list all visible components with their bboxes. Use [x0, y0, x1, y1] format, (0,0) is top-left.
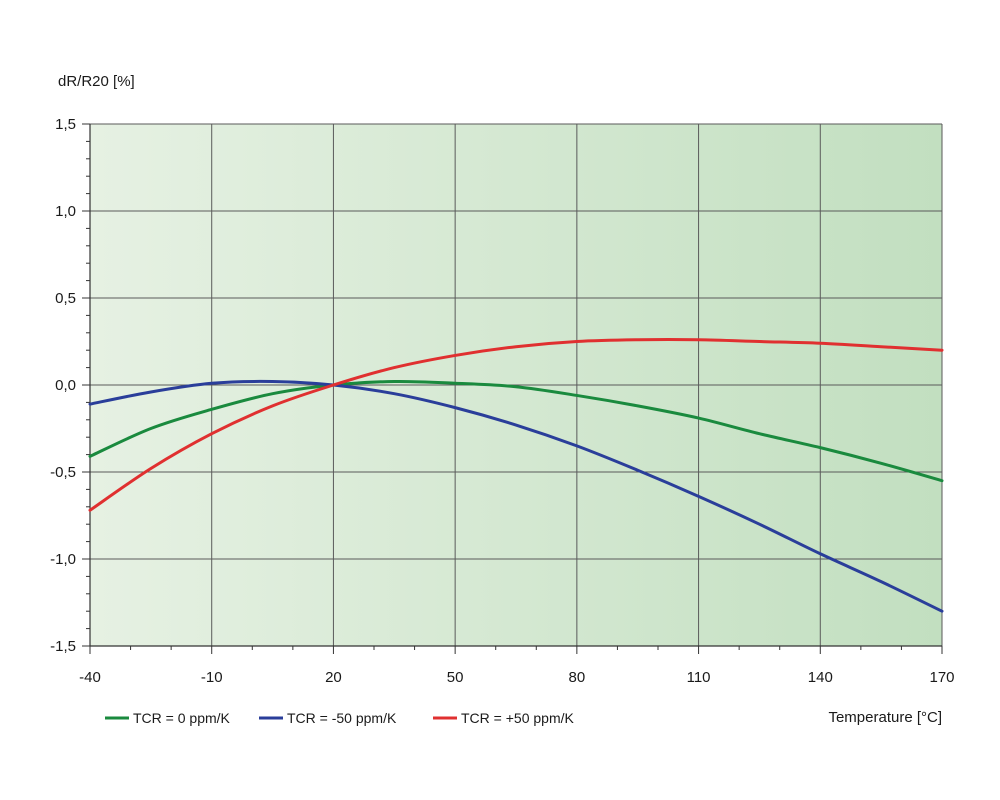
legend-item: TCR = +50 ppm/K — [433, 710, 574, 726]
y-tick-label: 0,0 — [55, 377, 76, 394]
series-line-tcr-0-ppm-k — [88, 379, 944, 483]
series-line-tcr-50-ppm-k — [88, 379, 944, 613]
series-layer — [88, 338, 944, 613]
x-tick-label: 140 — [808, 669, 833, 686]
legend-item: TCR = 0 ppm/K — [105, 710, 231, 726]
legend-label: TCR = 0 ppm/K — [133, 710, 231, 726]
x-tick-label: -40 — [79, 669, 101, 686]
y-axis-title: dR/R20 [%] — [58, 73, 135, 90]
series-line-tcr-50-ppm-k — [88, 338, 944, 512]
y-tick-label: -1,5 — [50, 638, 76, 655]
legend-label: TCR = +50 ppm/K — [461, 710, 574, 726]
legend: TCR = 0 ppm/K TCR = -50 ppm/K TCR = +50 pp… — [105, 710, 574, 726]
x-tick-label: 80 — [569, 669, 586, 686]
legend-item: TCR = -50 ppm/K — [259, 710, 397, 726]
x-tick-label: -10 — [201, 669, 223, 686]
x-tick-label: 50 — [447, 669, 464, 686]
x-tick-label: 20 — [325, 669, 342, 686]
y-tick-label: 1,5 — [55, 116, 76, 133]
x-tick-label: 110 — [687, 669, 711, 686]
y-tick-label: 1,0 — [55, 203, 76, 220]
legend-label: TCR = -50 ppm/K — [287, 710, 397, 726]
y-tick-label: -1,0 — [50, 551, 76, 568]
x-tick-label: 170 — [929, 669, 954, 686]
x-axis-title: Temperature [°C] — [828, 709, 942, 726]
ticks: 1,5 1,0 0,5 0,0 -0,5 -1,0 -1,5-40 -10 20 50 80 110 1… — [50, 116, 954, 686]
y-tick-label: -0,5 — [50, 464, 76, 481]
y-tick-label: 0,5 — [55, 290, 76, 307]
